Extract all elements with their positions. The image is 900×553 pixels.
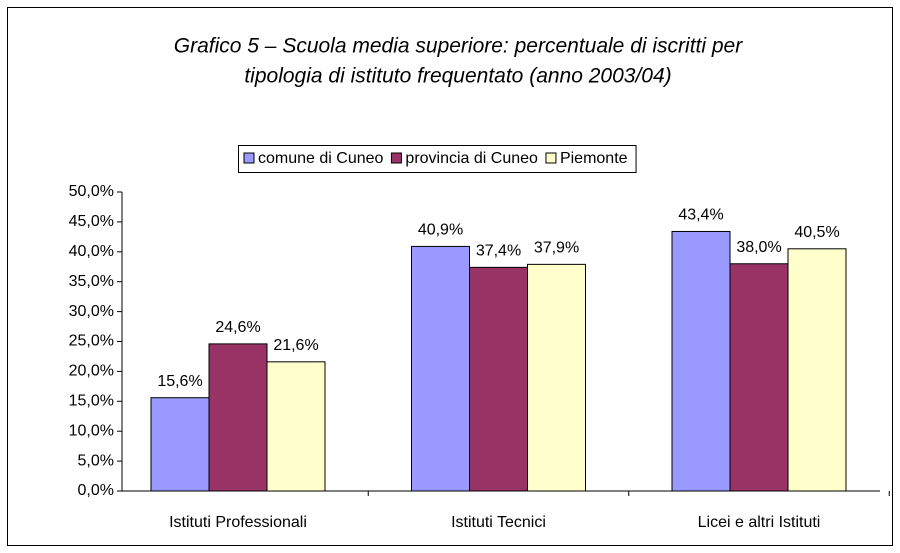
y-tick-label: 35,0% [69,273,114,290]
y-tick-label: 50,0% [69,183,114,200]
x-tick-label: Istituti Tecnici [451,514,546,531]
bar [671,230,731,492]
y-tick-label: 10,0% [69,422,114,439]
y-tick-label: 5,0% [78,452,114,469]
legend-label: comune di Cuneo [258,150,384,167]
legend-swatch [243,152,255,164]
value-label: 37,4% [476,243,521,260]
value-label: 21,6% [273,337,318,354]
bar [527,263,586,492]
y-tick-label: 25,0% [69,333,114,350]
y-tick-label: 45,0% [69,213,114,230]
y-tick-label: 20,0% [69,363,114,380]
legend-label: provincia di Cuneo [405,150,538,167]
chart-title: tipologia di istituto frequentato (anno … [244,65,671,88]
x-tick-label: Istituti Professionali [169,514,307,531]
bar [411,245,470,492]
y-tick-label: 0,0% [78,482,114,499]
legend-swatch [390,152,402,164]
value-label: 40,5% [794,224,839,241]
value-label: 24,6% [215,319,260,336]
value-label: 40,9% [418,222,463,239]
legend-swatch [545,152,557,164]
legend-label: Piemonte [560,150,628,167]
bar [266,361,326,492]
bar [787,248,847,492]
legend-box [238,145,637,173]
bar [729,263,789,492]
value-label: 38,0% [736,239,781,256]
y-tick-label: 30,0% [69,303,114,320]
y-tick-label: 40,0% [69,243,114,260]
value-label: 43,4% [678,207,723,224]
value-label: 37,9% [534,240,579,257]
y-tick-label: 15,0% [69,393,114,410]
chart-title: Grafico 5 – Scuola media superiore: perc… [174,35,743,58]
bar [208,343,268,492]
value-label: 15,6% [157,373,202,390]
bar [150,397,210,492]
bar [469,266,528,492]
x-tick-label: Licei e altri Istituti [698,514,821,531]
